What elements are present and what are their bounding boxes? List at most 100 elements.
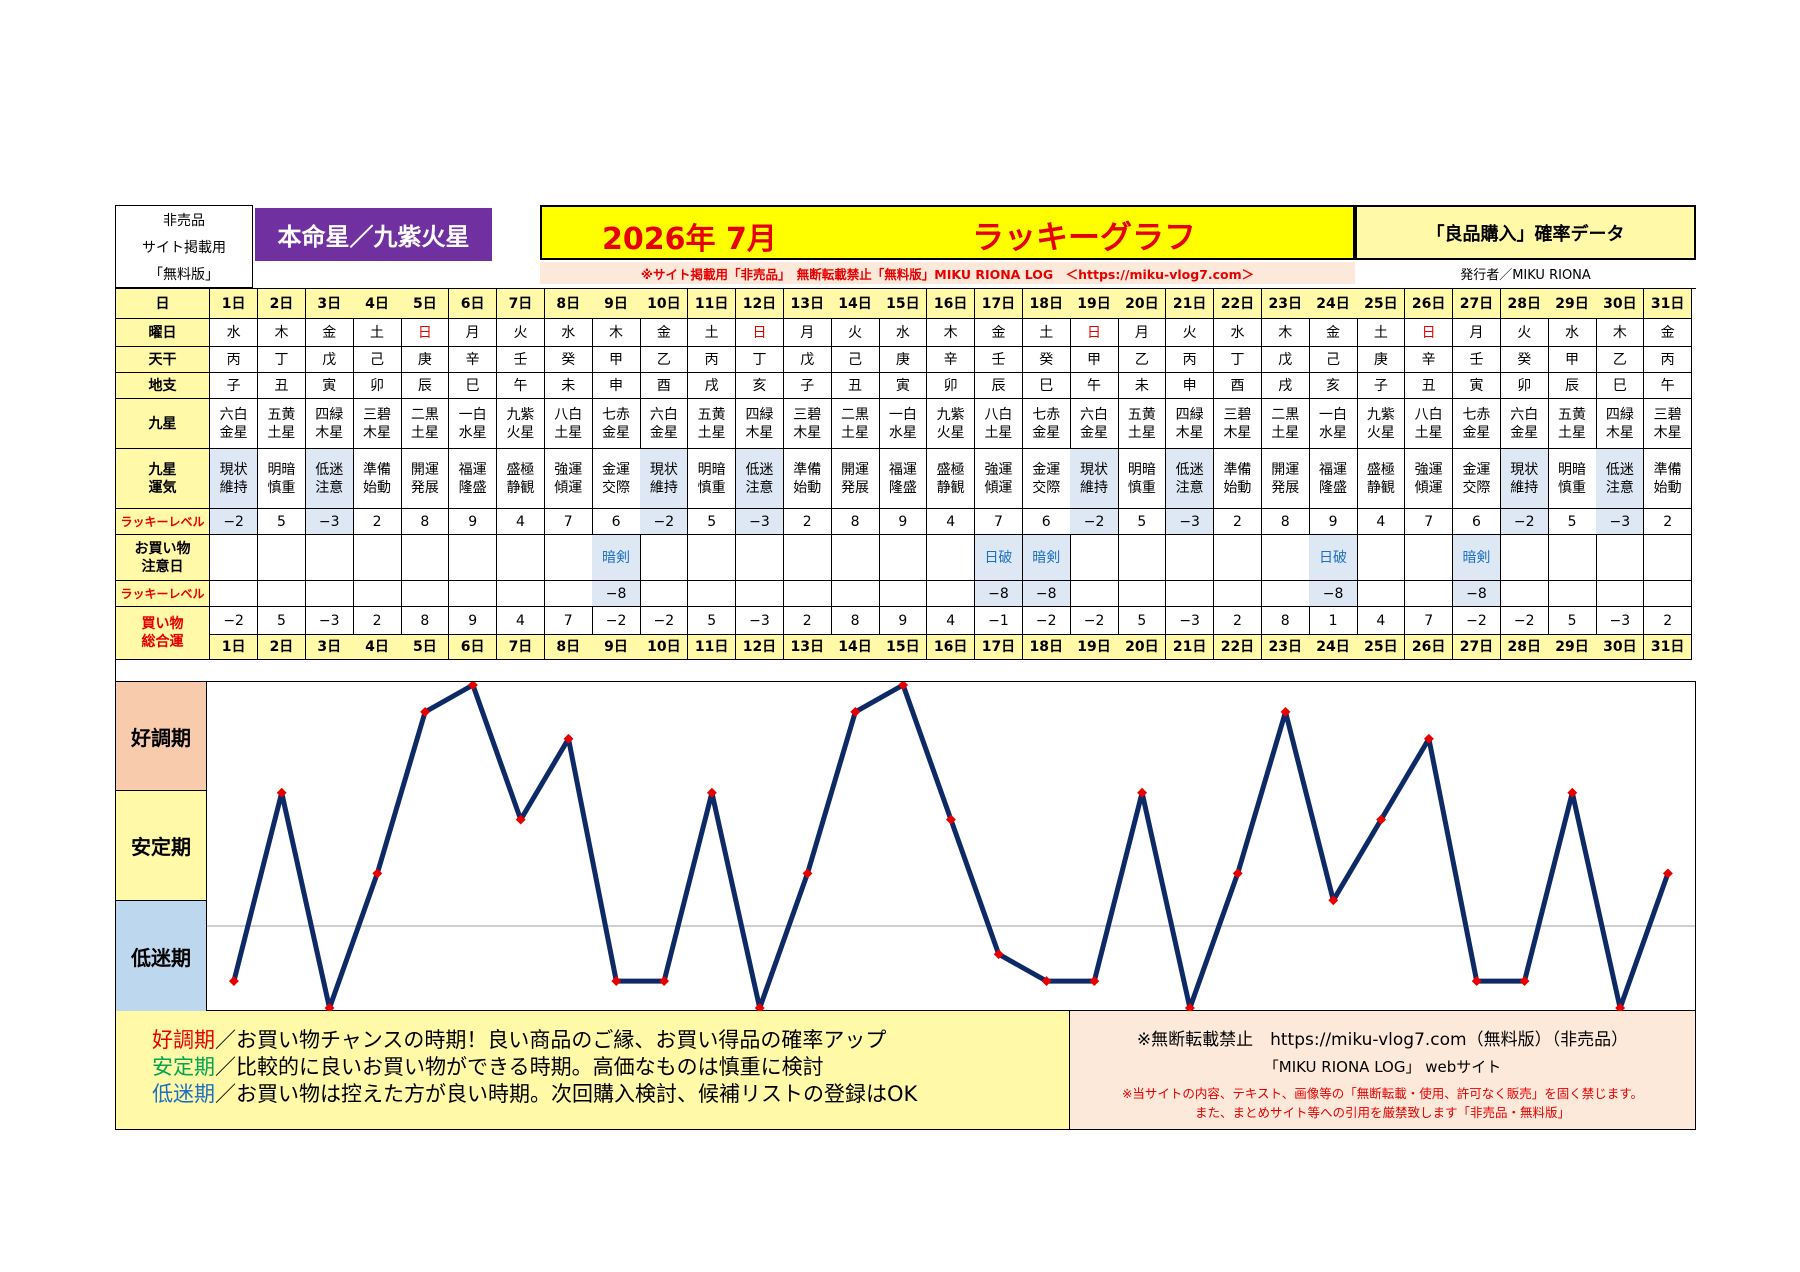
zone-good: 好調期 xyxy=(116,682,206,791)
weekday-cell: 月 xyxy=(1452,319,1502,347)
branch-cell: 子 xyxy=(1357,373,1406,399)
branch-cell: 申 xyxy=(1166,373,1215,399)
lucky-cell: 6 xyxy=(1022,509,1071,535)
total-cell: 8 xyxy=(831,607,880,635)
fortune-cell-line-0: 盛極 xyxy=(506,461,535,478)
fortune-cell-line-1: 始動 xyxy=(793,479,822,496)
weekday-cell: 日 xyxy=(1070,319,1119,347)
day-cell: 22日 xyxy=(1213,289,1263,319)
data-point xyxy=(945,814,956,825)
total-cell: 7 xyxy=(544,607,593,635)
fortune-cell: 盛極 静観 xyxy=(927,449,976,509)
lucky-cell: 2 xyxy=(783,509,832,535)
star-cell-line-1: 水星 xyxy=(1319,424,1348,441)
day-cell: 31日 xyxy=(1644,289,1693,319)
weekday-cell: 日 xyxy=(401,319,450,347)
star-cell-line-0: 二黒 xyxy=(841,406,870,423)
lucky-cell: 2 xyxy=(353,509,402,535)
branch-cell: 卯 xyxy=(927,373,976,399)
star-cell-line-1: 土星 xyxy=(1127,424,1156,441)
weekday-cell: 火 xyxy=(496,319,546,347)
star-cell-line-1: 木星 xyxy=(1223,424,1252,441)
fortune-cell: 低迷 注意 xyxy=(1166,449,1215,509)
total-cell: −2 xyxy=(210,607,259,635)
star-cell: 五黄 土星 xyxy=(1118,399,1167,449)
star-cell-line-1: 金星 xyxy=(219,424,248,441)
branch-cell: 丑 xyxy=(257,373,307,399)
day-cell: 12日 xyxy=(735,289,785,319)
stem-cell: 己 xyxy=(831,347,880,373)
lucky-cell: 7 xyxy=(1405,509,1454,535)
dayfoot-cell: 3日 xyxy=(305,635,354,660)
fortune-cell-line-1: 維持 xyxy=(649,479,678,496)
fortune-cell: 低迷 注意 xyxy=(1596,449,1645,509)
star-cell-line-1: 木星 xyxy=(363,424,392,441)
star-cell-line-1: 水星 xyxy=(458,424,487,441)
caution-cell: 暗剣 xyxy=(592,535,641,581)
day-cell: 16日 xyxy=(927,289,976,319)
caution-cell xyxy=(735,535,785,581)
star-cell-line-0: 四緑 xyxy=(745,406,774,423)
star-cell-line-0: 四緑 xyxy=(1175,406,1204,423)
caution-cell xyxy=(544,535,593,581)
data-point xyxy=(1519,976,1530,987)
fortune-cell: 金運 交際 xyxy=(1452,449,1502,509)
row-label-weekday: 曜日 xyxy=(116,319,210,347)
caution-cell xyxy=(1548,535,1597,581)
data-point xyxy=(1089,976,1100,987)
copyright-notice: ※サイト掲載用「非売品」 無断転載禁止「無料版」MIKU RIONA LOG ＜… xyxy=(540,262,1355,284)
fortune-cell: 低迷 注意 xyxy=(305,449,354,509)
caution-cell: 日破 xyxy=(974,535,1024,581)
weekday-cell: 水 xyxy=(1548,319,1597,347)
weekday-cell: 月 xyxy=(1118,319,1167,347)
data-point xyxy=(1615,1003,1626,1011)
fortune-cell: 盛極 静観 xyxy=(1357,449,1406,509)
fortune-cell-line-1: 始動 xyxy=(1223,479,1252,496)
fortune-cell-line-0: 金運 xyxy=(1032,461,1061,478)
branch-cell: 子 xyxy=(210,373,259,399)
weekday-cell: 土 xyxy=(353,319,402,347)
total-cell: −2 xyxy=(592,607,641,635)
data-point xyxy=(1184,1003,1195,1011)
dayfoot-cell: 7日 xyxy=(496,635,546,660)
fortune-cell: 強運 傾運 xyxy=(1405,449,1454,509)
star-cell-line-0: 二黒 xyxy=(1271,406,1300,423)
fortune-cell-line-1: 慎重 xyxy=(1558,479,1587,496)
data-point xyxy=(850,706,861,717)
fortune-cell-line-0: 明暗 xyxy=(1127,461,1156,478)
star-cell-line-1: 金星 xyxy=(1080,424,1109,441)
weekday-cell: 木 xyxy=(1596,319,1645,347)
legend-text-stable: ／比較的に良いお買い物ができる時期。高価なものは慎重に検討 xyxy=(215,1055,824,1079)
dayfoot-cell: 20日 xyxy=(1118,635,1167,660)
star-cell: 五黄 土星 xyxy=(1548,399,1597,449)
caution-cell xyxy=(1644,535,1693,581)
dayfoot-cell: 30日 xyxy=(1596,635,1645,660)
data-point xyxy=(1041,976,1052,987)
star-cell: 八白 土星 xyxy=(544,399,593,449)
row-label-stem: 天干 xyxy=(116,347,210,373)
fortune-cell-line-0: 準備 xyxy=(1223,461,1252,478)
day-cell: 25日 xyxy=(1357,289,1406,319)
star-cell: 三碧 木星 xyxy=(783,399,832,449)
fortune-cell-line-1: 傾運 xyxy=(554,479,583,496)
lucky2-cell: −8 xyxy=(1022,581,1071,607)
fortune-cell: 金運 交際 xyxy=(592,449,641,509)
lucky-line-chart xyxy=(207,682,1695,1011)
data-title: 「良品購入」確率データ xyxy=(1355,205,1696,260)
stem-cell: 丙 xyxy=(688,347,737,373)
fortune-cell-line-0: 強運 xyxy=(984,461,1013,478)
day-cell: 3日 xyxy=(305,289,354,319)
label-line-3: 「無料版」 xyxy=(149,266,219,283)
fortune-cell: 強運 傾運 xyxy=(544,449,593,509)
stem-cell: 丁 xyxy=(1213,347,1263,373)
star-title: 本命星／九紫火星 xyxy=(255,208,492,261)
title-banner: 2026年 7月 ラッキーグラフ xyxy=(540,205,1355,260)
weekday-cell: 金 xyxy=(1309,319,1358,347)
fortune-cell-line-0: 強運 xyxy=(554,461,583,478)
star-cell-line-1: 木星 xyxy=(1175,424,1204,441)
star-cell-line-0: 八白 xyxy=(554,406,583,423)
publisher: 発行者／MIKU RIONA xyxy=(1460,267,1591,283)
total-cell: 8 xyxy=(401,607,450,635)
stem-cell: 乙 xyxy=(640,347,689,373)
fortune-cell-line-1: 隆盛 xyxy=(458,479,487,496)
